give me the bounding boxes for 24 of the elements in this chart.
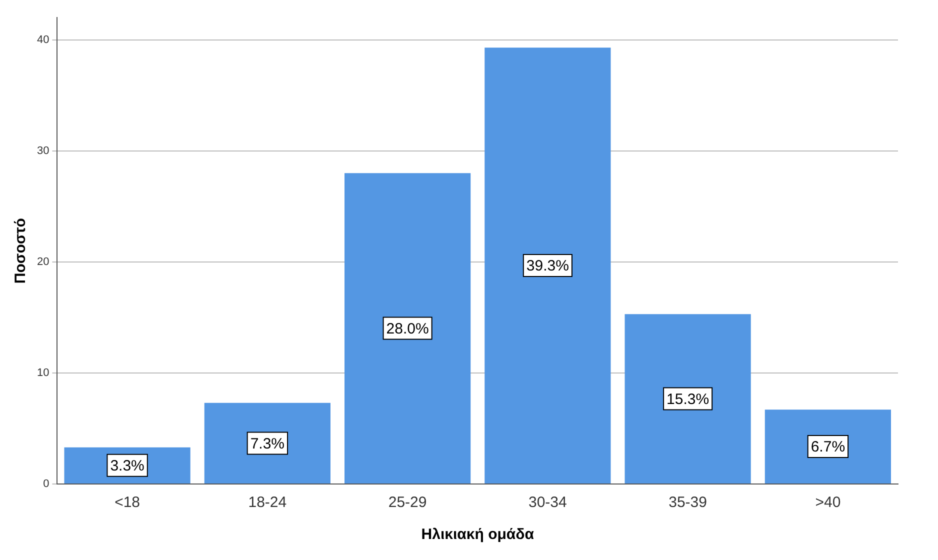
x-tick-label: 35-39 bbox=[668, 494, 707, 512]
y-tick-label: 0 bbox=[43, 478, 50, 490]
y-tick-label: 10 bbox=[36, 366, 50, 379]
bar bbox=[764, 410, 891, 484]
bar bbox=[344, 173, 471, 484]
bar bbox=[204, 402, 330, 484]
data-label: 15.3% bbox=[666, 390, 710, 408]
y-axis-title: Ποσοστό bbox=[12, 218, 30, 284]
x-tick-label: 25-29 bbox=[388, 494, 427, 512]
bar bbox=[484, 48, 611, 484]
bar bbox=[624, 314, 751, 484]
x-tick-label: 18-24 bbox=[248, 494, 287, 512]
data-label: 6.7% bbox=[810, 438, 846, 456]
x-tick-label: <18 bbox=[114, 494, 140, 512]
data-label: 39.3% bbox=[526, 258, 569, 275]
y-tick-label: 30 bbox=[36, 144, 50, 157]
x-axis-title: Ηλικιακή ομάδα bbox=[421, 526, 535, 544]
data-label: 3.3% bbox=[110, 458, 144, 475]
x-tick-label: >40 bbox=[815, 494, 841, 512]
data-label: 7.3% bbox=[250, 435, 285, 452]
data-label: 28.0% bbox=[386, 320, 429, 338]
y-tick-label: 40 bbox=[36, 34, 50, 46]
y-tick-label: 20 bbox=[36, 256, 50, 268]
x-tick-label: 30-34 bbox=[528, 494, 567, 512]
